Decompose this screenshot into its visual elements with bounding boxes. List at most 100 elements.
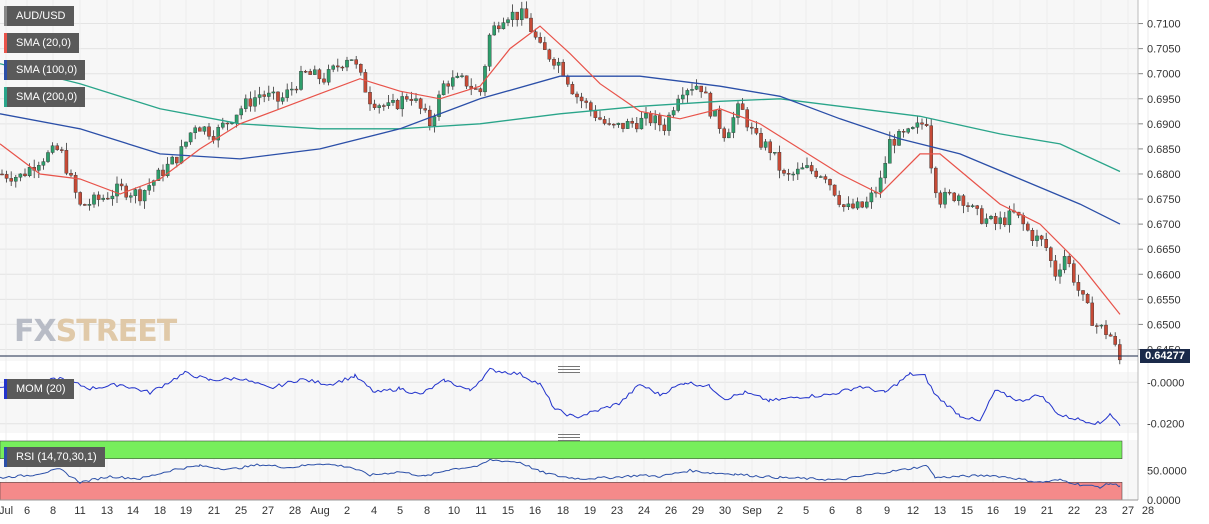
candle-body [1025, 223, 1030, 231]
x-tick-label: 18 [557, 505, 569, 517]
candle-body [234, 114, 239, 123]
x-tick-label: 4 [371, 505, 377, 517]
candle-body [786, 173, 791, 175]
x-tick-label: 16 [529, 505, 541, 517]
candle-body [851, 203, 855, 209]
candle-body [658, 115, 662, 126]
candle-body [1113, 335, 1117, 345]
candle-body [1048, 247, 1053, 261]
candle-body [957, 195, 961, 201]
x-tick-label: 15 [961, 505, 973, 517]
panel-resize-handle-mom[interactable] [558, 366, 580, 373]
x-tick-label: 23 [611, 505, 623, 517]
price-panel[interactable] [0, 0, 1138, 361]
candle-body [529, 17, 533, 32]
x-tick-label: 6 [24, 505, 30, 517]
candle-body [156, 169, 161, 181]
candle-body [805, 165, 809, 168]
candle-body [193, 127, 198, 134]
candle-body [216, 127, 221, 141]
candle-body [901, 131, 906, 133]
x-tick-label: 11 [475, 505, 486, 517]
x-tick-label: 5 [397, 505, 403, 517]
candle-body [363, 72, 368, 93]
candle-body [625, 121, 630, 129]
candle-body [708, 92, 713, 117]
x-tick-label: 23 [1095, 505, 1107, 517]
candle-body [55, 145, 59, 150]
legend-sma200[interactable]: SMA (200,0) [4, 87, 86, 107]
candle-body [1044, 239, 1048, 248]
candle-body [832, 184, 837, 196]
indicator-lines [0, 367, 1121, 489]
x-tick-label: 29 [692, 505, 704, 517]
legend-rsi[interactable]: RSI (14,70,30,1) [4, 447, 105, 467]
legend-sma100[interactable]: SMA (100,0) [4, 60, 86, 80]
x-tick-label: Jul [0, 505, 13, 517]
rsi-oversold-band [0, 482, 1123, 501]
candle-body [423, 108, 428, 111]
price-y-tick-label: 0.6750 [1147, 194, 1181, 206]
candle-body [612, 123, 616, 126]
price-y-tick-label: 0.6550 [1147, 294, 1181, 306]
candle-body [1035, 235, 1039, 241]
candle-body [570, 84, 575, 95]
candle-body [1117, 344, 1122, 361]
candle-body [322, 78, 326, 83]
candle-body [441, 83, 446, 96]
candle-body [1085, 294, 1090, 304]
candle-body [18, 173, 23, 178]
candle-body [400, 96, 405, 110]
legend-mom[interactable]: MOM (20) [4, 379, 74, 399]
candle-body [800, 167, 805, 170]
x-tick-label: 13 [934, 505, 946, 517]
x-tick-label: 24 [638, 505, 650, 517]
candle-body [1104, 324, 1108, 335]
candle-body [869, 192, 874, 203]
candle-body [947, 191, 952, 194]
candle-body [589, 102, 593, 111]
candle-body [543, 42, 547, 50]
candle-body [87, 204, 92, 206]
panel-resize-handle-rsi[interactable] [558, 434, 580, 441]
candle-body [303, 71, 308, 73]
legend-pair[interactable]: AUD/USD [4, 6, 74, 26]
candle-body [1094, 325, 1099, 327]
candle-body [630, 121, 634, 124]
legend-sma20[interactable]: SMA (20,0) [4, 33, 80, 53]
x-tick-label: 27 [1122, 505, 1134, 517]
candle-body [961, 195, 966, 206]
x-tick-label: 25 [235, 505, 247, 517]
candle-body [671, 110, 676, 116]
candle-body [105, 197, 110, 200]
candle-body [635, 123, 639, 130]
candle-body [763, 141, 768, 148]
mom-line [0, 367, 1121, 427]
price-y-tick-label: 0.6500 [1147, 319, 1181, 331]
candle-body [161, 169, 165, 177]
candle-body [1053, 260, 1058, 277]
x-tick-label: 8 [424, 505, 430, 517]
candle-body [524, 8, 529, 19]
candle-body [437, 94, 441, 117]
sma100-line [0, 75, 1121, 225]
x-tick-label: 26 [665, 505, 677, 517]
candle-body [506, 19, 510, 23]
candle-body [878, 177, 883, 193]
candle-body [4, 174, 9, 179]
candle-body [552, 59, 556, 66]
candle-body [128, 195, 133, 198]
price-y-tick-label: 0.6950 [1147, 94, 1181, 106]
candle-body [478, 88, 483, 93]
candle-body [561, 61, 565, 77]
candle-body [704, 91, 708, 94]
x-tick-label: 19 [180, 505, 192, 517]
x-tick-label: 6 [829, 505, 835, 517]
candle-body [865, 201, 869, 208]
candle-body [740, 103, 745, 110]
candle-body [455, 75, 460, 78]
candle-body [317, 69, 322, 80]
last-price-tag: 0.64277 [1140, 349, 1190, 363]
x-tick-label: 5 [803, 505, 809, 517]
candle-body [989, 216, 993, 219]
